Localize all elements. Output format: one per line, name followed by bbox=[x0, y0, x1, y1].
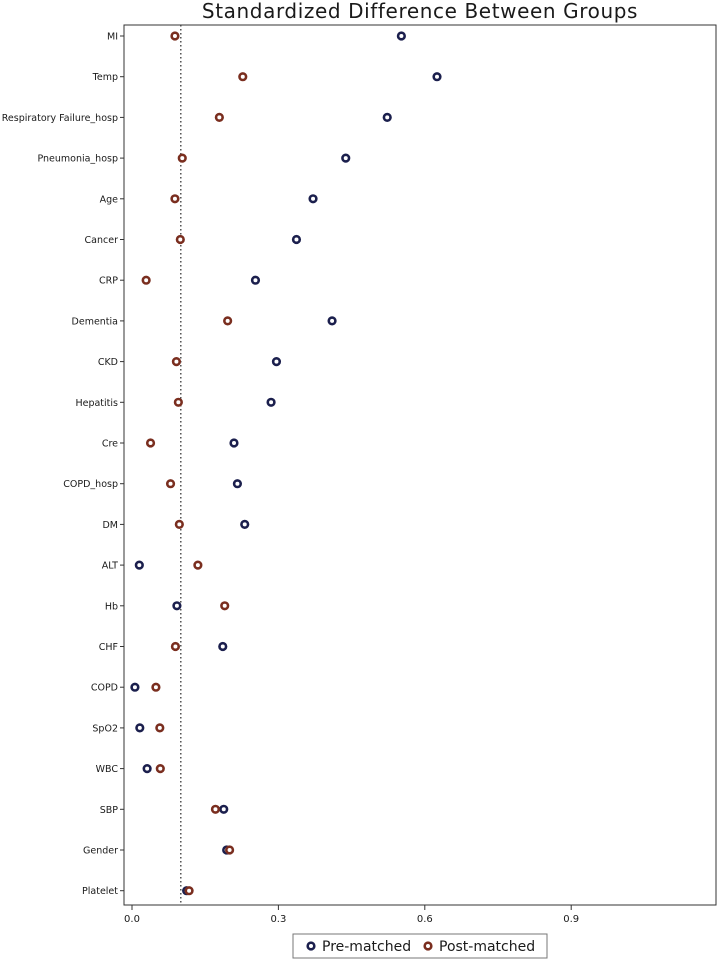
y-tick-label: CRP bbox=[99, 276, 118, 287]
post-matched-point bbox=[175, 234, 185, 245]
y-tick-label: Platelet bbox=[82, 886, 118, 897]
y-tick-label: Pneumonia_hosp bbox=[37, 154, 118, 165]
post-matched-point bbox=[174, 519, 184, 530]
legend-label: Pre-matched bbox=[322, 939, 411, 955]
x-tick-label: 0.0 bbox=[124, 914, 140, 925]
pre-matched-point bbox=[396, 31, 406, 41]
pre-matched-point bbox=[308, 194, 318, 204]
pre-matched-point bbox=[291, 234, 302, 245]
post-matched-point bbox=[238, 72, 248, 82]
legend-marker bbox=[423, 941, 433, 951]
post-matched-point bbox=[155, 723, 165, 733]
pre-matched-point bbox=[432, 72, 442, 82]
x-tick-label: 0.9 bbox=[563, 914, 579, 925]
plot-frame bbox=[123, 24, 717, 906]
x-tick-label: 0.3 bbox=[270, 914, 286, 925]
post-matched-point bbox=[225, 845, 235, 855]
y-tick-label: Gender bbox=[83, 846, 118, 857]
post-matched-point bbox=[173, 397, 183, 407]
y-tick-label: Age bbox=[100, 194, 119, 205]
post-matched-point bbox=[141, 275, 151, 285]
post-matched-point bbox=[220, 601, 230, 611]
y-tick-label: Acute Respiratory Failure_hosp bbox=[0, 113, 118, 124]
series-post-matched bbox=[141, 31, 248, 896]
post-matched-point bbox=[170, 194, 180, 204]
series-pre-matched bbox=[130, 31, 442, 896]
y-tick-label: WBC bbox=[96, 764, 119, 775]
pre-matched-point bbox=[135, 723, 145, 733]
y-tick-label: COPD_hosp bbox=[63, 479, 118, 490]
y-tick-label: Cancer bbox=[85, 235, 119, 246]
pre-matched-point bbox=[382, 112, 392, 122]
y-tick-label: Temp bbox=[92, 72, 118, 83]
post-matched-point bbox=[184, 886, 194, 896]
y-tick-label: Cre bbox=[102, 439, 118, 450]
pre-matched-point bbox=[219, 804, 229, 814]
pre-matched-point bbox=[271, 357, 282, 367]
post-matched-point bbox=[177, 153, 187, 163]
y-tick-label: MI bbox=[107, 32, 118, 43]
pre-matched-point bbox=[172, 601, 182, 611]
pre-matched-point bbox=[134, 560, 144, 570]
post-matched-point bbox=[170, 31, 180, 41]
post-matched-point bbox=[210, 804, 221, 814]
post-matched-point bbox=[145, 438, 156, 448]
pre-matched-point bbox=[240, 519, 250, 530]
pre-matched-point bbox=[327, 316, 337, 326]
x-tick-label: 0.6 bbox=[417, 914, 433, 925]
chart-title: Standardized Difference Between Groups bbox=[202, 0, 638, 23]
post-matched-point bbox=[151, 682, 161, 692]
y-tick-label: CKD bbox=[98, 357, 118, 368]
post-matched-point bbox=[193, 560, 203, 570]
y-tick-label: COPD bbox=[91, 683, 118, 694]
legend-label: Post-matched bbox=[439, 939, 535, 955]
y-tick-label: Hepatitis bbox=[75, 398, 118, 409]
pre-matched-point bbox=[341, 153, 351, 163]
y-tick-label: ALT bbox=[102, 561, 118, 572]
pre-matched-point bbox=[232, 479, 243, 489]
pre-matched-point bbox=[229, 438, 239, 448]
legend-box bbox=[292, 933, 548, 959]
pre-matched-point bbox=[250, 275, 261, 285]
y-tick-label: CHF bbox=[99, 642, 118, 653]
y-tick-label: Dementia bbox=[72, 316, 118, 327]
y-tick-label: SpO2 bbox=[92, 723, 118, 734]
post-matched-point bbox=[214, 112, 224, 122]
post-matched-point bbox=[171, 357, 182, 367]
y-tick-label: DM bbox=[102, 520, 118, 531]
post-matched-point bbox=[170, 641, 181, 652]
y-tick-label: Hb bbox=[105, 601, 118, 612]
pre-matched-point bbox=[218, 641, 228, 652]
y-tick-label: SBP bbox=[100, 805, 119, 816]
pre-matched-point bbox=[142, 763, 152, 774]
pre-matched-point bbox=[130, 682, 140, 692]
pre-matched-point bbox=[266, 397, 276, 407]
post-matched-point bbox=[165, 479, 176, 489]
post-matched-point bbox=[155, 763, 165, 774]
legend-marker bbox=[306, 941, 316, 951]
post-matched-point bbox=[223, 316, 233, 326]
